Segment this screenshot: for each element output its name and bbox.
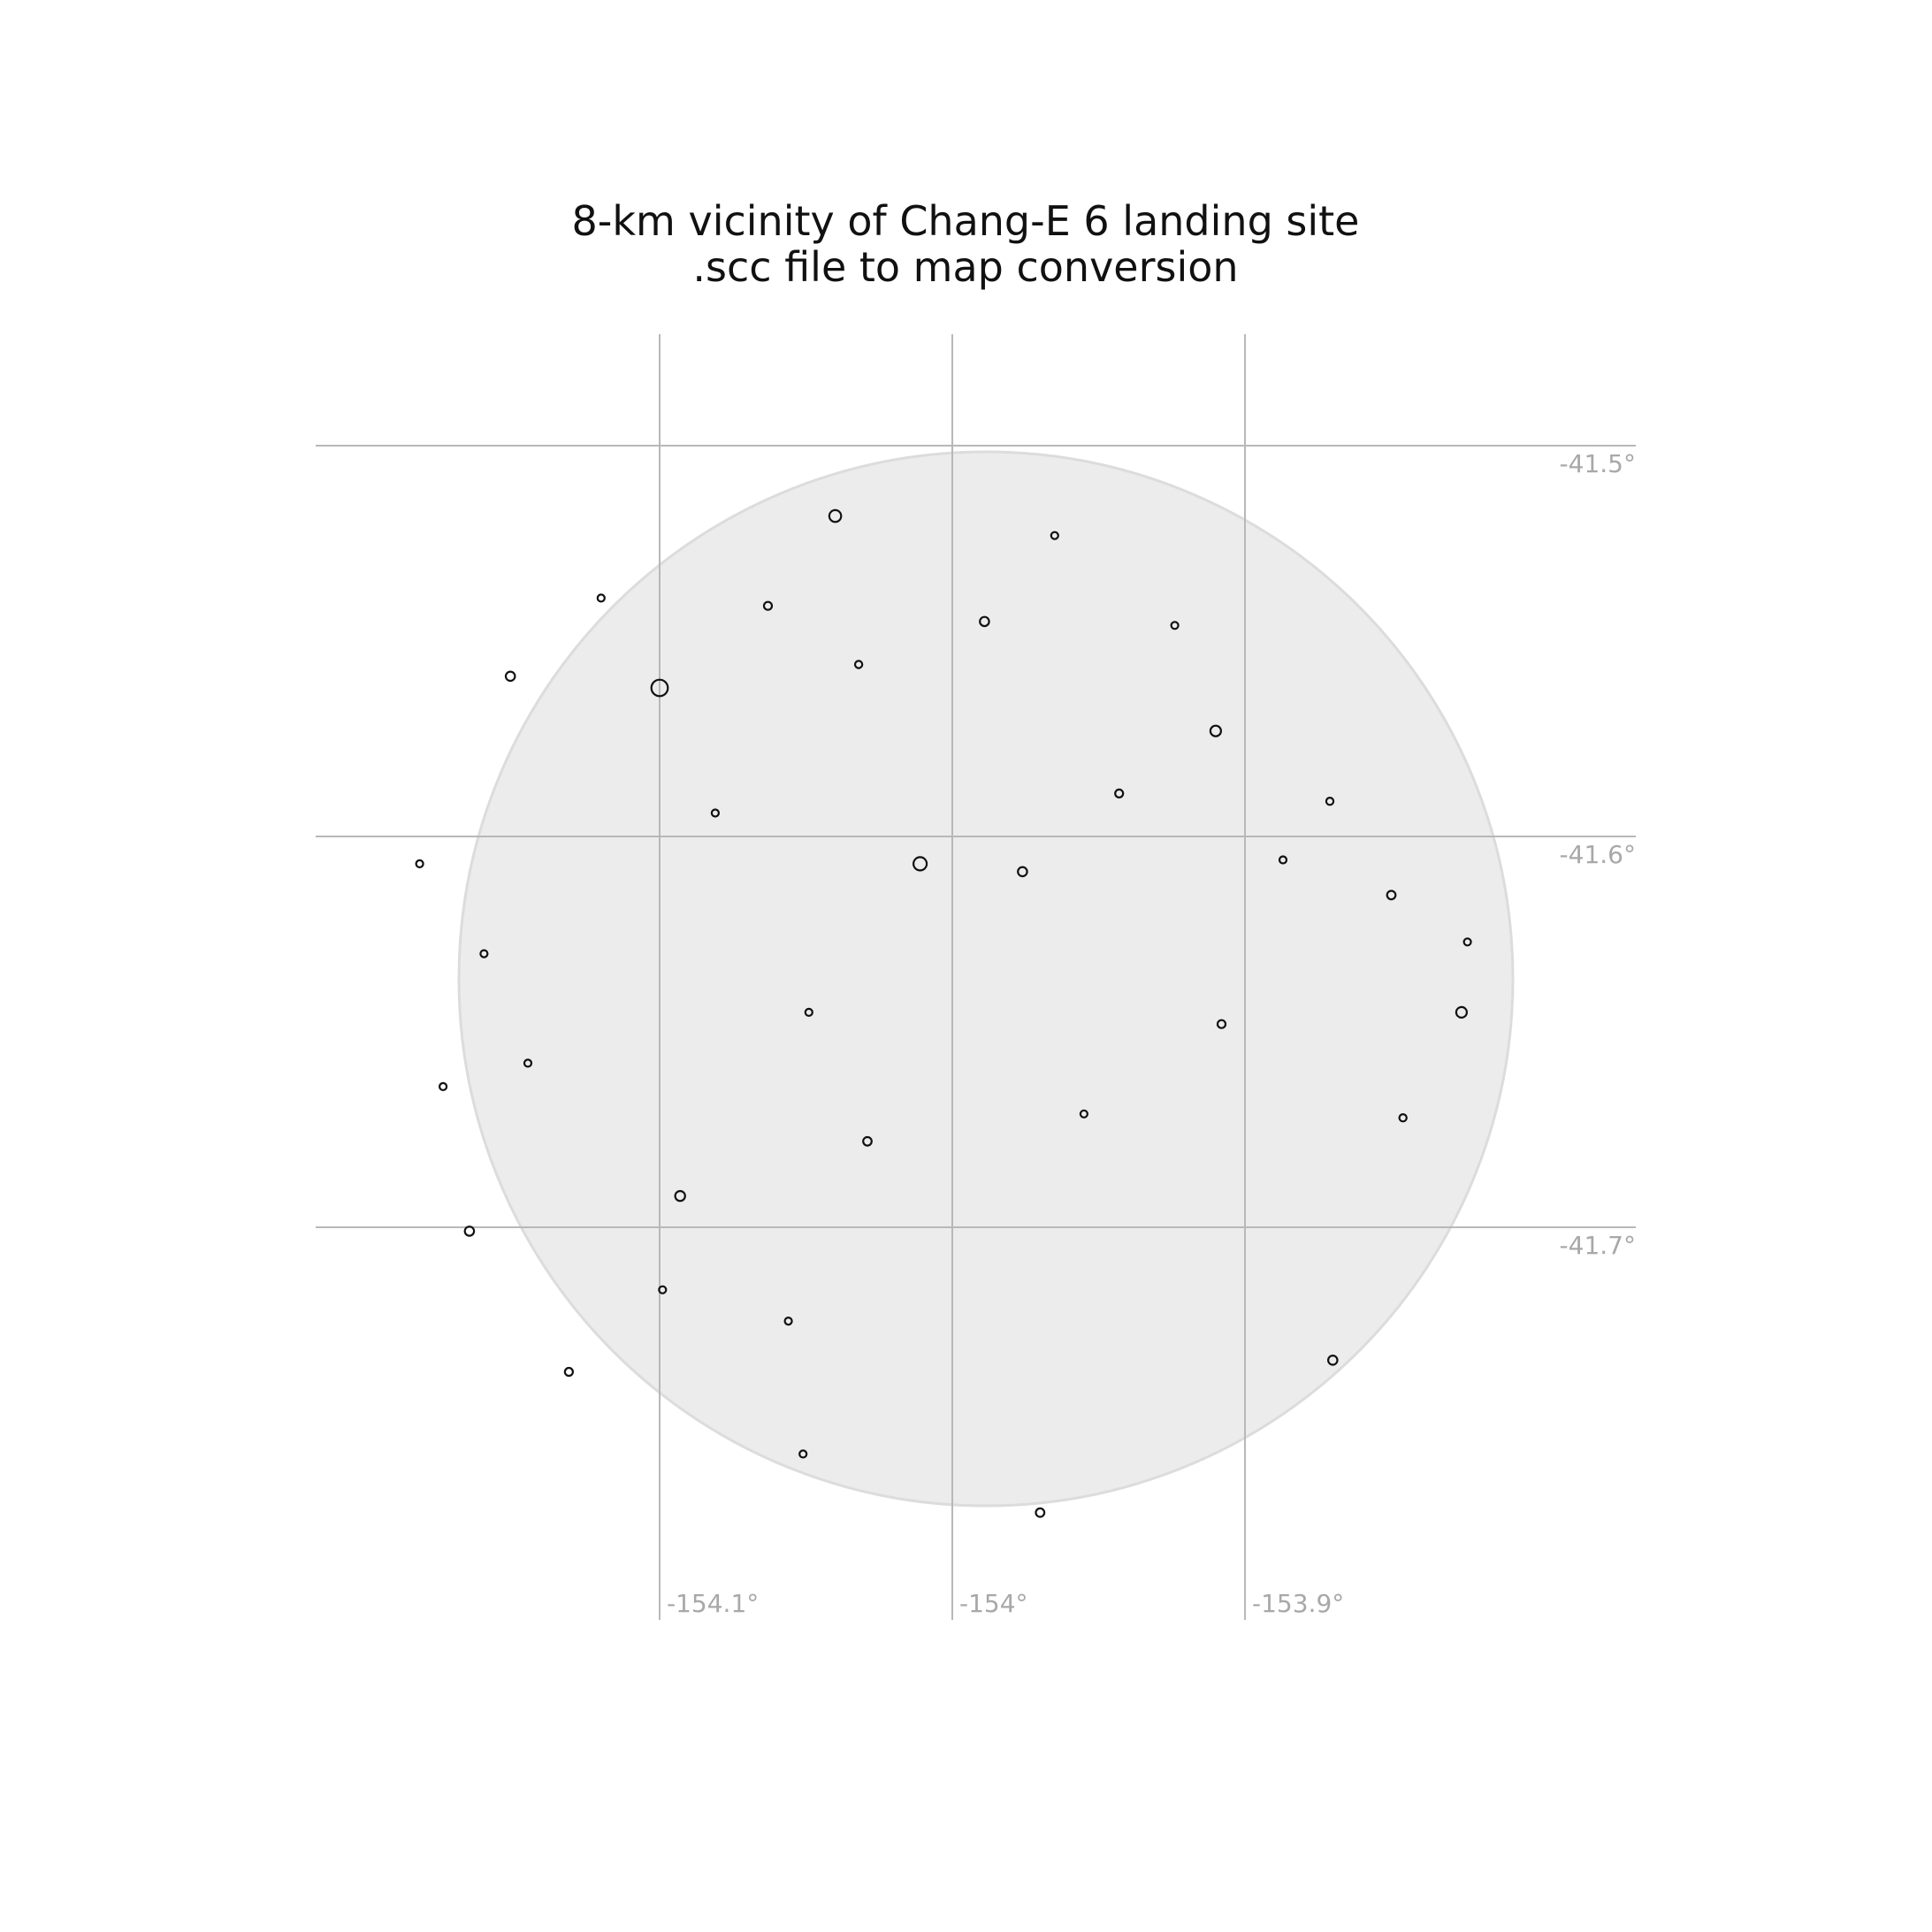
crater-marker bbox=[565, 1368, 573, 1376]
longitude-label: -154.1° bbox=[667, 1589, 759, 1618]
crater-marker bbox=[1036, 1508, 1045, 1517]
latitude-label: -41.5° bbox=[1560, 449, 1636, 478]
latitude-label: -41.7° bbox=[1560, 1231, 1636, 1260]
latitude-label: -41.6° bbox=[1560, 840, 1636, 869]
map-title-line-1: 8-km vicinity of Chang-E 6 landing site bbox=[572, 197, 1360, 245]
crater-marker bbox=[506, 672, 515, 681]
longitude-label: -154° bbox=[959, 1589, 1028, 1618]
longitude-label: -153.9° bbox=[1252, 1589, 1344, 1618]
study-area-disc bbox=[459, 452, 1513, 1506]
map-title-line-2: .scc file to map conversion bbox=[692, 243, 1238, 291]
crater-marker bbox=[598, 594, 605, 601]
crater-marker bbox=[439, 1083, 447, 1090]
crater-marker bbox=[416, 860, 424, 867]
